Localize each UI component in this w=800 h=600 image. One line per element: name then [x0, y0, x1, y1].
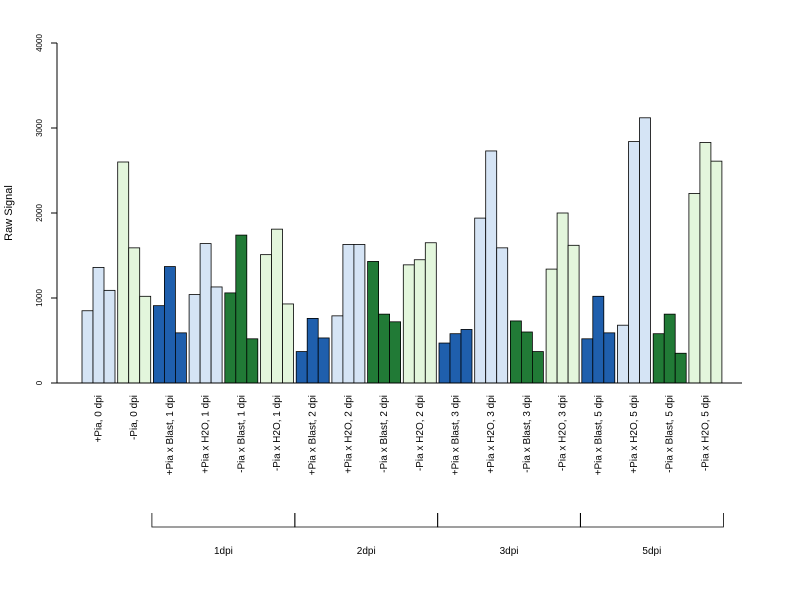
- x-tick-label: -Pia x H2O, 5 dpi: [700, 395, 711, 471]
- bar: [521, 331, 533, 384]
- bar: [639, 117, 651, 384]
- bar: [174, 332, 187, 384]
- bar: [199, 243, 212, 384]
- x-tick-label: -Pia x H2O, 3 dpi: [558, 395, 569, 471]
- bar: [663, 313, 676, 384]
- x-tick-label: +Pia x H2O, 1 dpi: [201, 395, 212, 474]
- bar: [710, 160, 723, 384]
- bar: [128, 247, 141, 384]
- bar: [389, 321, 402, 384]
- bar: [81, 310, 94, 384]
- group-bracket: [579, 513, 724, 528]
- group-label: 1dpi: [214, 546, 233, 557]
- x-tick-label: +Pia x Blast, 5 dpi: [593, 395, 604, 475]
- bar: [509, 320, 522, 384]
- group-label: 2dpi: [357, 546, 376, 557]
- bars-layer: [81, 117, 723, 384]
- bar: [367, 261, 380, 384]
- bar: [188, 294, 201, 384]
- x-tick-label: +Pia x Blast, 1 dpi: [165, 395, 176, 475]
- bar: [92, 266, 105, 384]
- bar: [224, 292, 237, 384]
- group-bracket: [437, 513, 581, 528]
- x-tick-label: +Pia, 0 dpi: [94, 395, 105, 443]
- bar: [474, 217, 487, 384]
- bar: [592, 295, 605, 384]
- group-brackets: 1dpi 2dpi 3dpi 5dpi: [151, 513, 724, 557]
- bar: [556, 212, 569, 384]
- bar: [317, 337, 330, 384]
- bar: [152, 305, 165, 384]
- bar: [402, 264, 415, 384]
- bar: [603, 332, 616, 384]
- bar: [688, 193, 701, 384]
- x-tick-label: -Pia x Blast, 5 dpi: [665, 395, 676, 473]
- x-tick-label: +Pia x H2O, 3 dpi: [486, 395, 497, 474]
- bar: [532, 351, 544, 384]
- y-axis-title: Raw Signal: [3, 185, 15, 241]
- y-tick-label: 1000: [35, 289, 44, 307]
- bar: [353, 244, 366, 384]
- bar: [210, 286, 223, 384]
- bar: [271, 228, 283, 384]
- bar: [628, 141, 640, 384]
- group-label: 5dpi: [642, 546, 661, 557]
- x-tick-label: +Pia x H2O, 5 dpi: [629, 395, 640, 474]
- bar: [260, 254, 272, 384]
- bar: [449, 333, 462, 384]
- x-tick-label: +Pia x Blast, 3 dpi: [451, 395, 462, 475]
- bar: [485, 150, 498, 384]
- x-tick-label: -Pia x H2O, 2 dpi: [415, 395, 426, 471]
- group-bracket: [151, 513, 296, 528]
- bar: [378, 313, 391, 384]
- y-tick-label: 3000: [35, 119, 44, 137]
- bar: [496, 247, 509, 384]
- bar: [424, 242, 437, 384]
- bar: [674, 352, 687, 384]
- bar: [139, 295, 152, 384]
- bar: [103, 289, 116, 384]
- bar: [617, 324, 629, 384]
- bar: [295, 351, 308, 384]
- bar: [235, 234, 248, 384]
- x-axis-labels: +Pia, 0 dpi -Pia, 0 dpi +Pia x Blast, 1 dp…: [94, 395, 712, 475]
- bar: [699, 142, 712, 384]
- x-tick-label: -Pia x H2O, 1 dpi: [272, 395, 283, 471]
- y-axis-ticks: 0 1000 2000 3000 4000: [35, 34, 57, 385]
- x-tick-label: +Pia x H2O, 2 dpi: [343, 395, 354, 474]
- bar: [652, 333, 665, 384]
- x-tick-label: -Pia, 0 dpi: [129, 395, 140, 440]
- bar: [246, 338, 259, 384]
- x-tick-label: +Pia x Blast, 2 dpi: [308, 395, 319, 475]
- bar: [306, 317, 319, 384]
- bar: [581, 338, 594, 384]
- bar: [282, 303, 294, 384]
- group-bracket: [294, 513, 439, 528]
- group-label: 3dpi: [500, 546, 519, 557]
- bar: [438, 342, 451, 384]
- bar: [413, 259, 426, 384]
- bar: [117, 161, 130, 384]
- y-tick-label: 2000: [35, 204, 44, 222]
- bar: [545, 268, 558, 384]
- bar: [460, 329, 473, 384]
- bar: [163, 266, 176, 384]
- y-tick-label: 4000: [35, 34, 44, 52]
- x-tick-label: -Pia x Blast, 1 dpi: [236, 395, 247, 473]
- bar: [567, 244, 580, 384]
- y-tick-label: 0: [35, 380, 44, 385]
- x-tick-label: -Pia x Blast, 3 dpi: [522, 395, 533, 473]
- bar: [331, 315, 344, 384]
- bar: [342, 244, 355, 384]
- x-tick-label: -Pia x Blast, 2 dpi: [379, 395, 390, 473]
